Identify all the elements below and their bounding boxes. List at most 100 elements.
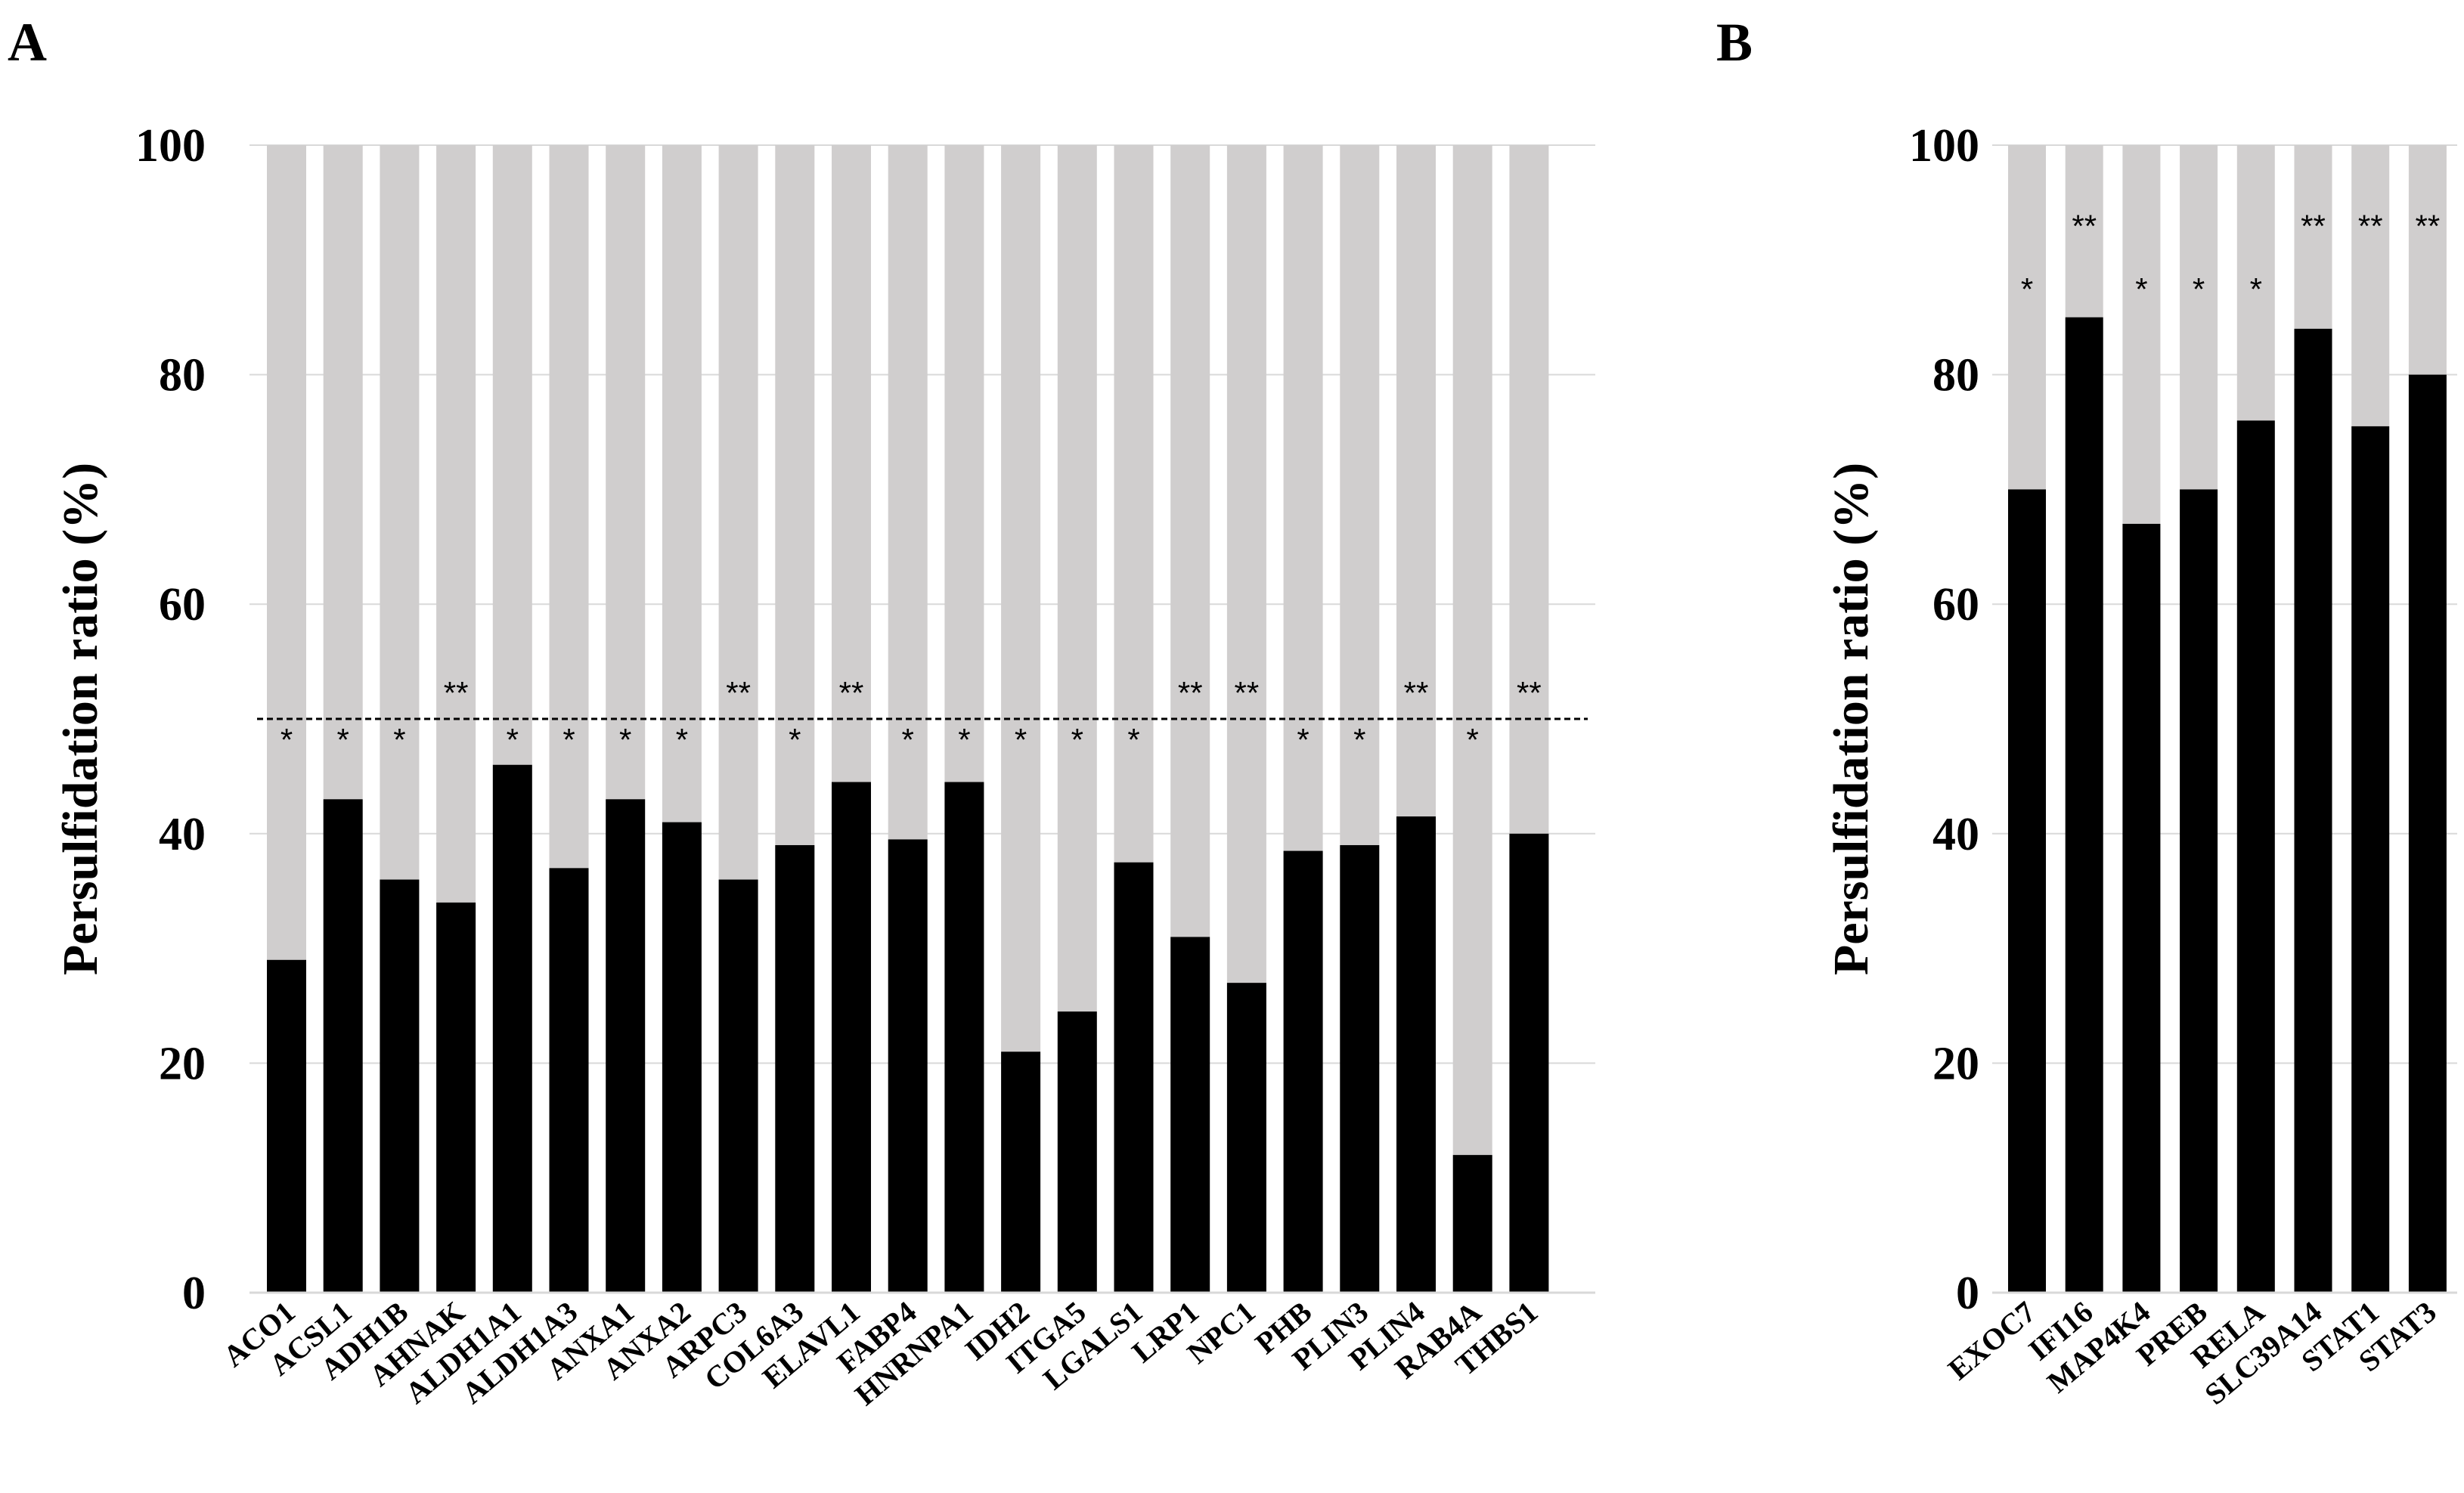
bar-persulfidated-aco1 [267, 959, 306, 1293]
bar-persulfidated-thbs1 [1509, 833, 1549, 1293]
significance-marker: * [2021, 271, 2033, 307]
bar-persulfidated-plin3 [1340, 844, 1380, 1293]
y-tick-label: 100 [135, 120, 206, 172]
y-tick-label: 80 [159, 350, 206, 401]
bar-persulfidated-acsl1 [323, 799, 363, 1293]
significance-marker: ** [1517, 675, 1542, 711]
y-axis-label: Persulfidation ratio (%) [53, 463, 108, 975]
bar-remainder-slc39a14 [2294, 145, 2332, 329]
bar-persulfidated-npc1 [1226, 983, 1266, 1293]
bar-remainder-adh1b [380, 145, 420, 880]
y-tick-label: 100 [1909, 120, 1979, 172]
bar-remainder-arpc3 [718, 145, 758, 880]
significance-marker: * [1015, 722, 1027, 757]
significance-marker: * [1127, 722, 1139, 757]
bar-persulfidated-stat3 [2408, 374, 2447, 1293]
bar-remainder-anxa2 [662, 145, 702, 822]
bar-remainder-rab4a [1452, 145, 1492, 1155]
significance-marker: ** [839, 675, 864, 711]
y-tick-label: 0 [182, 1268, 206, 1319]
bar-remainder-ifi16 [2065, 145, 2103, 317]
bar-persulfidated-stat1 [2351, 426, 2390, 1293]
significance-marker: * [393, 722, 405, 757]
bar-remainder-stat1 [2351, 145, 2390, 426]
bar-remainder-anxa1 [606, 145, 646, 800]
bar-remainder-lgals1 [1114, 145, 1154, 863]
significance-marker: ** [444, 675, 469, 711]
bar-remainder-npc1 [1226, 145, 1266, 983]
bar-remainder-thbs1 [1509, 145, 1549, 834]
bar-remainder-rela [2236, 145, 2275, 421]
bar-remainder-preb [2180, 145, 2218, 490]
bar-remainder-exoc7 [2008, 145, 2046, 490]
bar-persulfidated-adh1b [380, 879, 420, 1293]
bar-persulfidated-anxa2 [662, 822, 702, 1293]
bar-persulfidated-fabp4 [888, 839, 928, 1293]
bar-persulfidated-preb [2180, 489, 2218, 1293]
significance-marker: * [2135, 271, 2147, 307]
bar-remainder-stat3 [2408, 145, 2447, 375]
significance-marker: * [280, 722, 293, 757]
significance-marker: * [789, 722, 801, 757]
bar-persulfidated-phb [1283, 850, 1323, 1293]
bar-persulfidated-idh2 [1001, 1052, 1041, 1293]
bar-persulfidated-map4k4 [2122, 523, 2161, 1293]
y-tick-label: 80 [1932, 350, 1979, 401]
significance-marker: ** [1235, 675, 1260, 711]
bar-persulfidated-itga5 [1057, 1011, 1097, 1293]
bar-remainder-plin4 [1396, 145, 1436, 817]
y-tick-label: 20 [159, 1038, 206, 1089]
bar-remainder-col6a3 [775, 145, 815, 845]
significance-marker: * [1071, 722, 1083, 757]
bar-remainder-elavl1 [832, 145, 871, 782]
significance-marker: * [958, 722, 970, 757]
significance-marker: * [619, 722, 631, 757]
significance-marker: * [676, 722, 688, 757]
y-tick-label: 40 [159, 809, 206, 860]
significance-marker: ** [2416, 208, 2441, 243]
bar-persulfidated-rela [2236, 420, 2275, 1293]
significance-marker: * [2193, 271, 2205, 307]
significance-marker: * [507, 722, 519, 757]
bar-remainder-aldh1a3 [549, 145, 589, 869]
bar-remainder-hnrnpa1 [944, 145, 984, 782]
bar-persulfidated-lgals1 [1114, 862, 1154, 1293]
y-axis-label: Persulfidation ratio (%) [1824, 463, 1879, 975]
bar-persulfidated-exoc7 [2008, 489, 2046, 1293]
bar-remainder-aco1 [267, 145, 306, 960]
bar-remainder-aldh1a1 [492, 145, 532, 765]
significance-marker: * [1353, 722, 1365, 757]
bar-persulfidated-col6a3 [775, 844, 815, 1293]
y-tick-label: 60 [159, 579, 206, 630]
significance-marker: ** [2358, 208, 2383, 243]
bar-persulfidated-arpc3 [718, 879, 758, 1293]
significance-marker: ** [1404, 675, 1429, 711]
bar-remainder-lrp1 [1170, 145, 1210, 937]
bar-persulfidated-aldh1a3 [549, 868, 589, 1293]
significance-marker: * [563, 722, 575, 757]
significance-marker: * [1297, 722, 1309, 757]
significance-marker: ** [726, 675, 751, 711]
bar-persulfidated-anxa1 [606, 799, 646, 1293]
bar-persulfidated-rab4a [1452, 1154, 1492, 1293]
bar-remainder-map4k4 [2122, 145, 2161, 524]
y-tick-label: 60 [1932, 579, 1979, 630]
significance-marker: * [1467, 722, 1479, 757]
bar-persulfidated-hnrnpa1 [944, 782, 984, 1293]
bar-remainder-itga5 [1057, 145, 1097, 1012]
significance-marker: ** [1178, 675, 1203, 711]
y-tick-label: 0 [1956, 1268, 1979, 1319]
y-tick-label: 40 [1932, 809, 1979, 860]
panel-letter-b: B [1716, 12, 1753, 73]
bar-remainder-plin3 [1340, 145, 1380, 845]
bar-persulfidated-lrp1 [1170, 937, 1210, 1293]
bar-remainder-idh2 [1001, 145, 1041, 1052]
bar-persulfidated-elavl1 [832, 782, 871, 1293]
y-tick-label: 20 [1932, 1038, 1979, 1089]
significance-marker: * [337, 722, 349, 757]
bar-remainder-phb [1283, 145, 1323, 851]
significance-marker: ** [2072, 208, 2097, 243]
